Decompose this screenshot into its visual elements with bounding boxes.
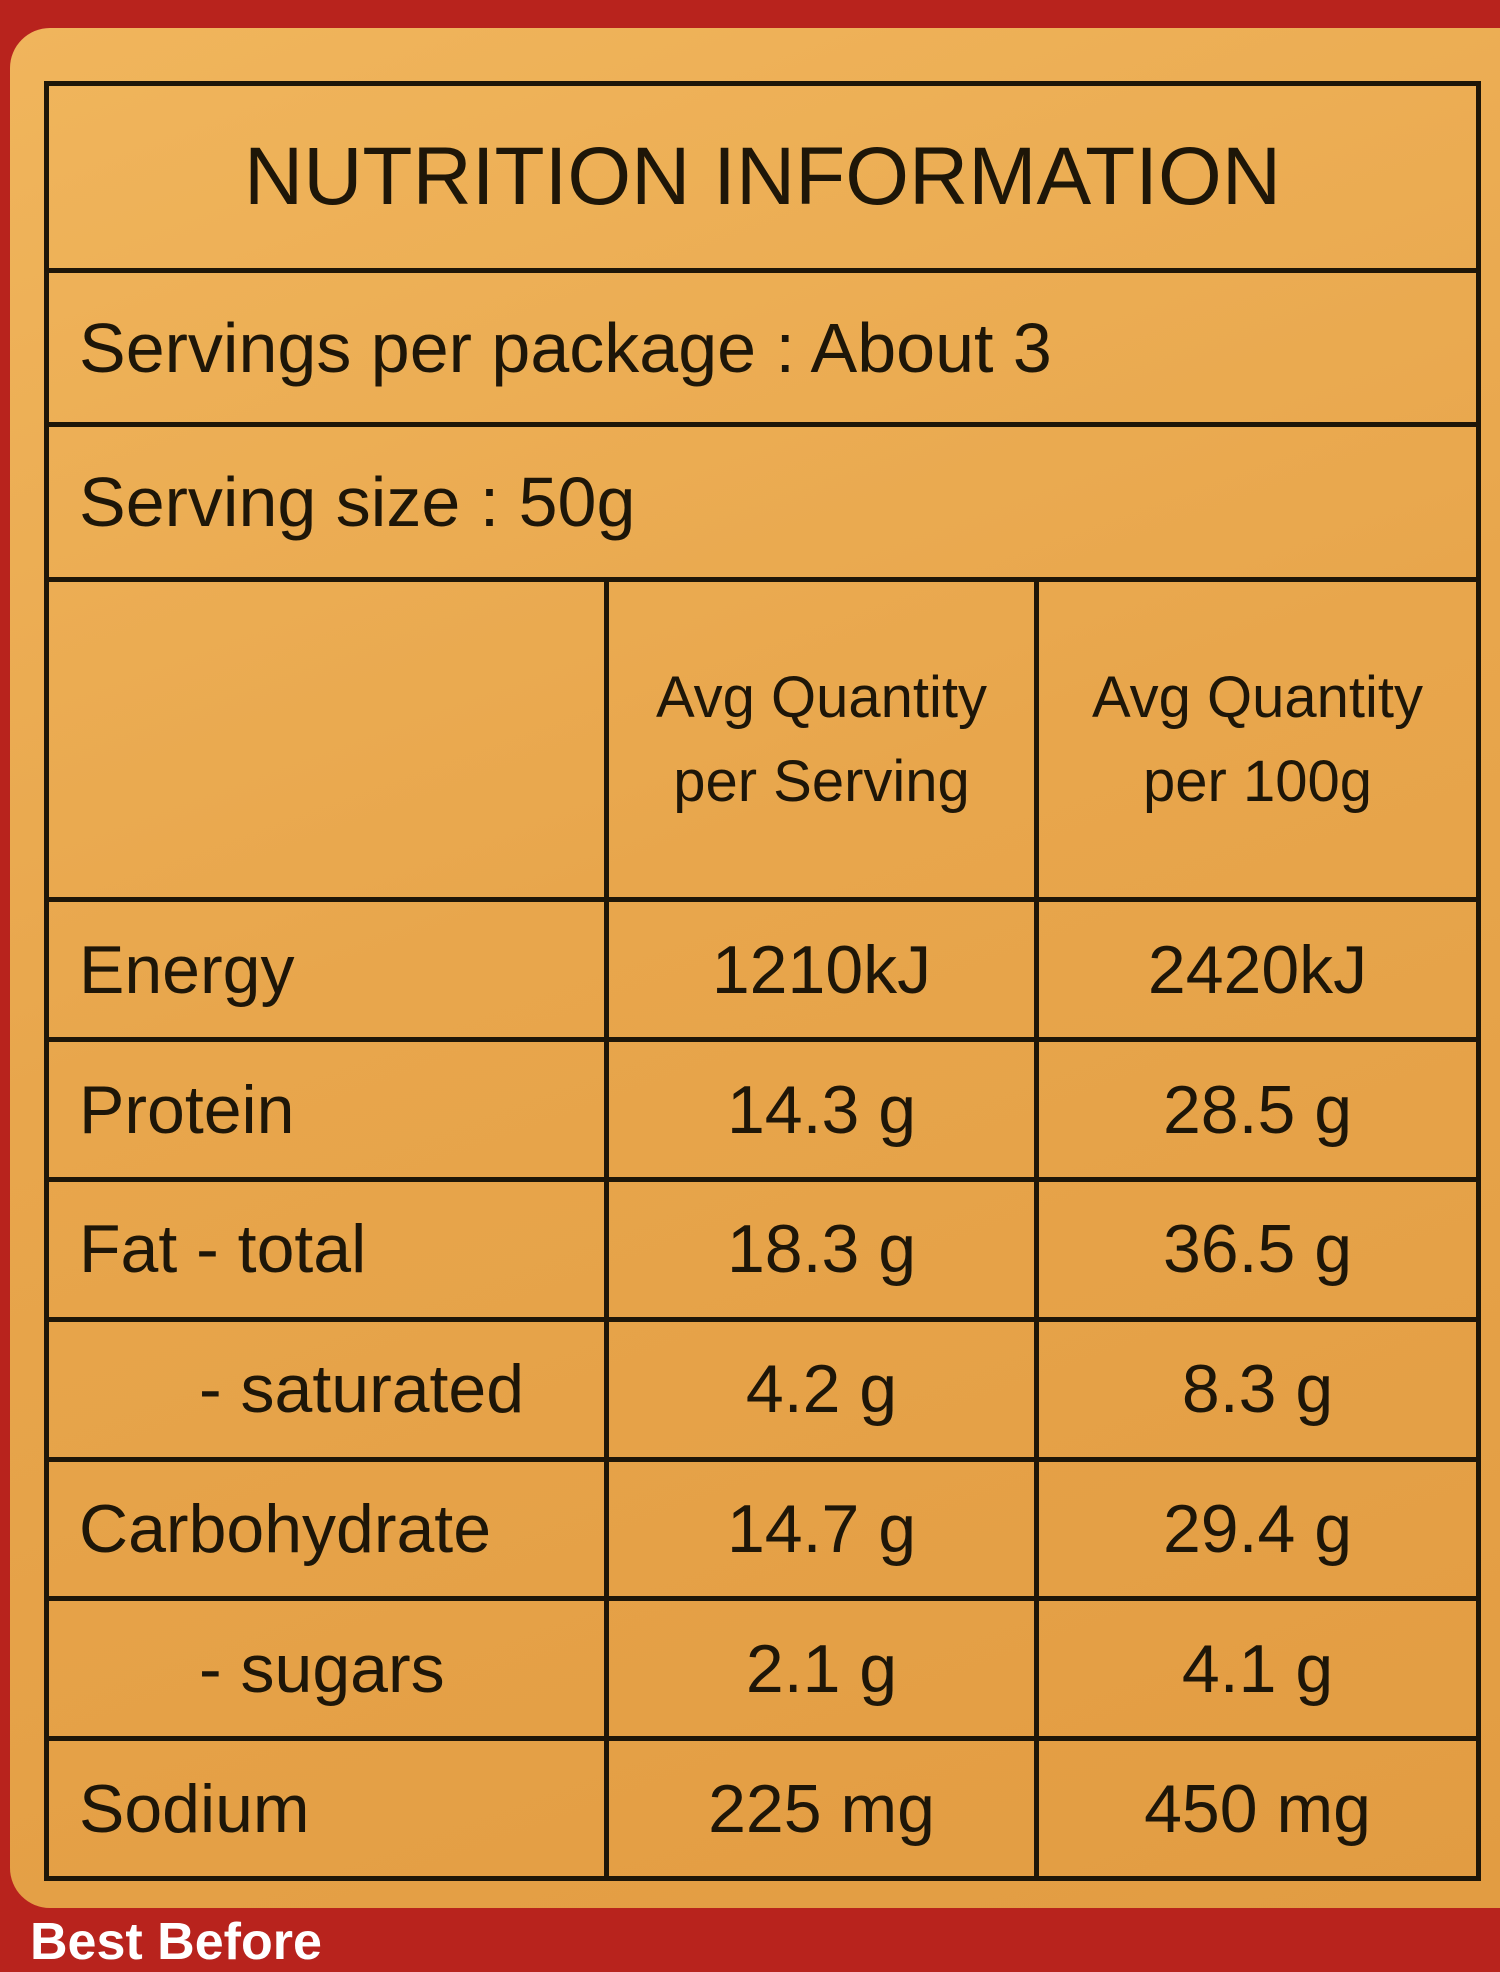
nutrient-value: 28.5 g bbox=[1033, 1037, 1482, 1182]
nutrient-row: - sugars 2.1 g 4.1 g bbox=[44, 1596, 1482, 1742]
nutrient-name: - saturated bbox=[44, 1316, 609, 1462]
nutrient-value: 1210kJ bbox=[604, 897, 1039, 1043]
best-before: Best Before bbox=[30, 1913, 322, 1971]
nutrient-value: 14.3 g bbox=[604, 1037, 1039, 1182]
nutrient-row: Protein 14.3 g 28.5 g bbox=[44, 1037, 1482, 1182]
nutrient-name: - sugars bbox=[44, 1596, 609, 1742]
nutrition-table: NUTRITION INFORMATION Servings per packa… bbox=[43, 81, 1482, 1881]
column-header: Avg Quantity per 100g bbox=[1033, 577, 1482, 903]
blank-header bbox=[44, 577, 609, 903]
serving-size: Serving size : 50g bbox=[43, 422, 1482, 583]
nutrient-value: 2.1 g bbox=[604, 1596, 1039, 1742]
nutrient-row: Carbohydrate 14.7 g 29.4 g bbox=[44, 1456, 1482, 1602]
nutrient-name: Carbohydrate bbox=[44, 1456, 609, 1602]
nutrient-row: - saturated 4.2 g 8.3 g bbox=[44, 1316, 1482, 1462]
nutrient-value: 4.2 g bbox=[604, 1316, 1039, 1462]
nutrient-value: 8.3 g bbox=[1033, 1316, 1482, 1462]
nutrient-name: Energy bbox=[44, 897, 609, 1043]
title: NUTRITION INFORMATION bbox=[43, 81, 1482, 273]
column-header-line: Avg Quantity bbox=[1092, 664, 1424, 730]
nutrient-row: Energy 1210kJ 2420kJ bbox=[44, 897, 1482, 1043]
nutrient-value: 450 mg bbox=[1033, 1736, 1482, 1881]
nutrient-value: 29.4 g bbox=[1033, 1456, 1482, 1602]
nutrient-value: 36.5 g bbox=[1033, 1176, 1482, 1322]
nutrient-value: 18.3 g bbox=[604, 1176, 1039, 1322]
nutrient-value: 14.7 g bbox=[604, 1456, 1039, 1602]
column-header-line: per Serving bbox=[673, 748, 970, 814]
column-header-line: per 100g bbox=[1143, 748, 1372, 814]
nutrient-value: 2420kJ bbox=[1033, 897, 1482, 1043]
nutrient-value: 4.1 g bbox=[1033, 1596, 1482, 1742]
nutrient-name: Sodium bbox=[44, 1736, 609, 1881]
nutrient-row: Fat - total 18.3 g 36.5 g bbox=[44, 1176, 1482, 1322]
nutrient-row: Sodium 225 mg 450 mg bbox=[44, 1736, 1482, 1881]
servings-per-package: Servings per package : About 3 bbox=[43, 267, 1482, 428]
nutrient-name: Fat - total bbox=[44, 1176, 609, 1322]
nutrient-name: Protein bbox=[44, 1037, 609, 1182]
column-header-line: Avg Quantity bbox=[655, 664, 987, 730]
column-header: Avg Quantity per Serving bbox=[604, 577, 1039, 903]
nutrient-value: 225 mg bbox=[604, 1736, 1039, 1881]
